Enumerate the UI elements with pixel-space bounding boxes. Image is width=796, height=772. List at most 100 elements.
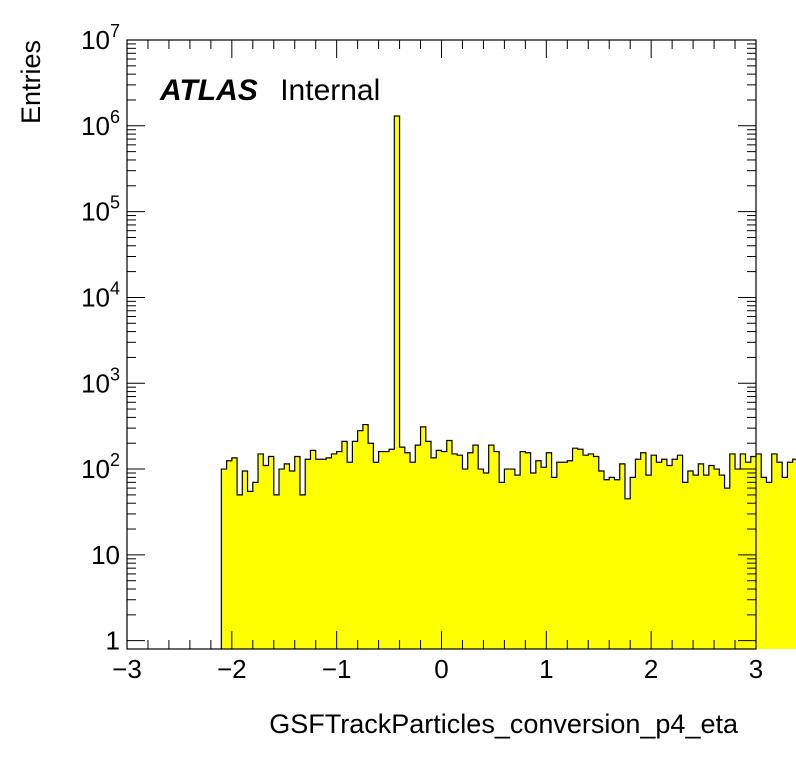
- histogram-bar: [661, 459, 668, 649]
- y-tick-base: 10: [81, 282, 110, 312]
- histogram-bar: [567, 460, 573, 649]
- x-axis-title: GSFTrackParticles_conversion_p4_eta: [269, 709, 739, 739]
- x-tick-label: 1: [539, 654, 553, 684]
- x-tick-label: −3: [112, 654, 142, 684]
- y-tick-base: 10: [81, 197, 110, 227]
- histogram-bar: [572, 448, 579, 649]
- histogram-bar: [609, 477, 615, 649]
- histogram-bar: [431, 457, 437, 649]
- x-tick-label: −1: [322, 654, 352, 684]
- atlas-bold-text: ATLAS: [159, 74, 258, 107]
- histogram-bar: [231, 457, 238, 649]
- histogram-bar: [740, 453, 746, 649]
- y-tick-label: 102: [81, 450, 120, 484]
- y-tick-label: 106: [81, 107, 120, 141]
- y-tick-label: 104: [81, 278, 120, 312]
- histogram-bar: [556, 462, 563, 649]
- histogram-bar: [776, 462, 783, 649]
- histogram-bar: [724, 488, 731, 649]
- histogram-bar: [588, 453, 594, 649]
- histogram-bar: [221, 469, 227, 649]
- histogram-bar: [394, 116, 400, 649]
- histogram-bar: [378, 451, 385, 649]
- histogram-bar: [598, 470, 605, 649]
- histogram-bar: [326, 457, 332, 649]
- histogram-bar: [645, 475, 652, 649]
- histogram-bar: [656, 462, 662, 649]
- histogram-bar: [603, 479, 610, 649]
- atlas-label: ATLAS Internal: [159, 74, 380, 107]
- histogram-bar: [756, 453, 762, 649]
- histogram-bar: [520, 451, 526, 649]
- histogram-bar: [331, 453, 337, 649]
- histogram-bar: [467, 452, 474, 649]
- histogram-bar: [514, 475, 521, 649]
- histogram-bar: [226, 460, 233, 649]
- histogram-bar: [478, 469, 484, 649]
- histogram-bar: [341, 441, 348, 649]
- histogram-bar: [719, 475, 725, 649]
- histogram-bar: [687, 470, 694, 649]
- histogram-bar: [593, 456, 600, 649]
- histogram-bars: [220, 115, 796, 649]
- y-tick-exponent: 5: [110, 193, 120, 213]
- histogram-bar: [562, 462, 568, 649]
- histogram-bar: [383, 451, 390, 649]
- y-tick-label: 10: [91, 540, 120, 570]
- histogram-bar: [237, 494, 243, 649]
- histogram-outline: [220, 115, 796, 649]
- histogram-bar: [693, 475, 699, 649]
- histogram-bar: [284, 463, 290, 649]
- atlas-internal-text: Internal: [280, 74, 380, 107]
- histogram-bar: [771, 453, 778, 649]
- histogram-bar: [373, 462, 379, 649]
- histogram-bar: [389, 449, 395, 649]
- histogram-bar: [462, 469, 469, 649]
- y-tick-base: 10: [81, 454, 110, 484]
- histogram-bar: [577, 449, 584, 649]
- histogram-bar: [551, 477, 558, 649]
- histogram-bar: [289, 470, 296, 649]
- histogram-bar: [766, 482, 773, 649]
- histogram-bar: [614, 479, 621, 649]
- histogram-bar: [273, 494, 280, 649]
- histogram-bar: [708, 465, 715, 649]
- histogram-bar: [457, 455, 463, 649]
- histogram-bar: [541, 467, 547, 649]
- histogram-bar: [451, 453, 458, 649]
- histogram-bar: [320, 459, 327, 649]
- histogram-bar: [268, 456, 275, 649]
- histogram-bar: [583, 455, 589, 649]
- histogram-bar: [472, 445, 479, 649]
- histogram-bar: [357, 430, 364, 649]
- histogram-bar: [530, 472, 537, 649]
- histogram-bar: [410, 462, 416, 649]
- histogram-bar: [258, 453, 264, 649]
- histogram-bar: [352, 441, 358, 649]
- histogram-bar: [347, 462, 353, 649]
- histogram-bar: [782, 477, 788, 649]
- histogram-bar: [745, 462, 752, 649]
- y-axis-title: Entries: [16, 40, 46, 124]
- histogram-bar: [787, 462, 793, 649]
- histogram-bar: [315, 459, 322, 649]
- histogram-bar: [504, 469, 510, 649]
- histogram-bar: [640, 452, 647, 649]
- histogram-bar: [305, 459, 311, 649]
- y-tick-base: 10: [81, 368, 110, 398]
- y-tick-label: 105: [81, 193, 120, 227]
- histogram-bar: [619, 463, 626, 649]
- histogram-bar: [441, 451, 448, 649]
- histogram-bar: [546, 452, 552, 649]
- x-tick-labels: −3 −2 −1 0 1 2 3: [112, 654, 763, 684]
- y-tick-label: 107: [81, 21, 120, 55]
- histogram-bar: [362, 424, 369, 649]
- y-tick-exponent: 7: [110, 21, 120, 41]
- y-tick-label: 103: [81, 364, 120, 398]
- histogram-bar: [368, 443, 374, 649]
- y-tick-base: 10: [81, 25, 110, 55]
- histogram-bar: [729, 453, 736, 649]
- axis-ticks: [126, 39, 757, 649]
- histogram-bar: [735, 469, 741, 649]
